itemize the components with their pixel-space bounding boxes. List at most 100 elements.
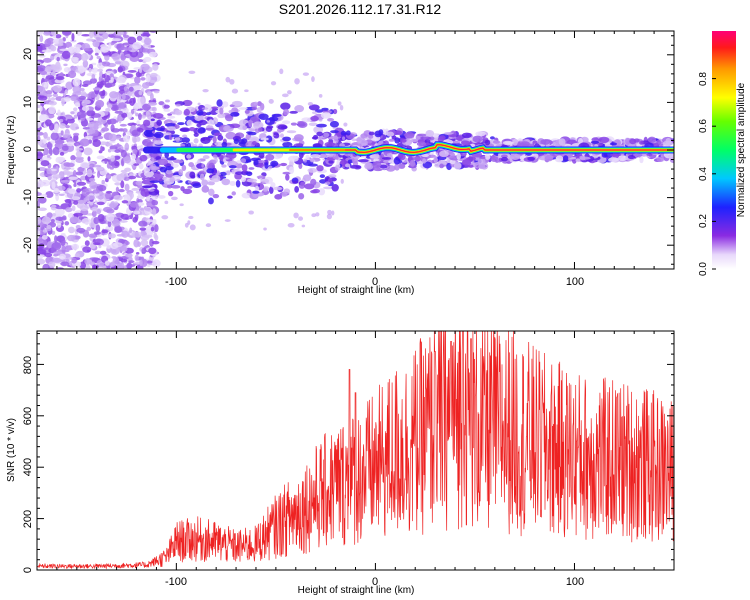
spectrogram-cell bbox=[248, 119, 253, 128]
figure-title: S201.2026.112.17.31.R12 bbox=[279, 1, 442, 17]
spectrogram-cell bbox=[42, 57, 52, 63]
spectrogram-cell bbox=[120, 53, 125, 60]
spectrogram-cell bbox=[365, 162, 372, 169]
spectrogram-cell bbox=[290, 122, 298, 126]
spectrogram-cell bbox=[109, 91, 119, 99]
spectrogram-cell bbox=[94, 52, 99, 56]
spectrogram-cell bbox=[197, 102, 201, 106]
spectrogram-cell bbox=[43, 132, 48, 139]
spectrogram-cell bbox=[81, 83, 89, 87]
spectrogram-cell bbox=[60, 130, 64, 136]
colorbar-label: Normalized spectral amplitude bbox=[736, 82, 747, 217]
spectrogram-cell bbox=[105, 190, 113, 194]
spectrogram-xtick-label: 0 bbox=[372, 276, 378, 288]
spectrogram-cell bbox=[149, 80, 156, 84]
spectrogram-cell bbox=[111, 53, 121, 60]
spectrogram-cell bbox=[120, 213, 130, 220]
spectrogram-cell bbox=[226, 170, 231, 176]
spectrogram-panel: -100 0 100 Height of straight line (km) … bbox=[6, 30, 675, 296]
spectrogram-cell bbox=[123, 176, 130, 181]
spectrogram-cell bbox=[197, 127, 206, 134]
spectrogram-cell bbox=[668, 153, 674, 160]
spectrogram-cell bbox=[307, 102, 314, 106]
spectrogram-cell bbox=[41, 216, 51, 225]
spectrogram-cell bbox=[43, 78, 49, 83]
spectrogram-cell bbox=[76, 111, 87, 118]
spectrogram-cell bbox=[224, 157, 230, 160]
spectrogram-cell bbox=[163, 104, 170, 109]
spectrogram-cell bbox=[233, 138, 240, 145]
spectrogram-cell bbox=[271, 151, 283, 160]
spectrogram-cell bbox=[287, 222, 295, 228]
spectrogram-cell bbox=[501, 154, 508, 158]
spectrogram-cell bbox=[83, 147, 93, 156]
spectrogram-cell bbox=[89, 257, 99, 261]
spectrogram-cell bbox=[37, 43, 43, 52]
spectrogram-cell bbox=[121, 92, 126, 101]
spectrogram-cell bbox=[105, 213, 115, 222]
spectrogram-cell bbox=[56, 166, 60, 173]
spectrogram-cell bbox=[73, 107, 78, 112]
spectrogram-cell bbox=[182, 99, 193, 107]
spectrogram-cell bbox=[205, 112, 212, 116]
spectrogram-cell bbox=[608, 157, 619, 163]
spectrogram-cell bbox=[73, 132, 80, 137]
spectrogram-cell bbox=[73, 200, 79, 205]
spectrogram-cell bbox=[386, 131, 395, 137]
spectrogram-cell bbox=[307, 168, 318, 173]
spectrogram-cell bbox=[138, 90, 143, 96]
spectrogram-cell bbox=[438, 135, 446, 141]
spectrogram-cell bbox=[472, 135, 483, 143]
spectrogram-cell bbox=[229, 181, 237, 187]
spectrogram-cell bbox=[394, 137, 401, 144]
spectrogram-cell bbox=[410, 138, 418, 143]
spectrogram-cell bbox=[140, 239, 149, 247]
spectrogram-cell bbox=[293, 134, 304, 142]
spectrogram-cell bbox=[56, 56, 60, 62]
spectrogram-cell bbox=[124, 142, 130, 152]
spectrogram-cell bbox=[89, 163, 95, 168]
colorbar-tick-label: 0.8 bbox=[698, 72, 709, 86]
spectrogram-cell bbox=[356, 136, 363, 145]
spectrogram-cell bbox=[141, 185, 153, 189]
spectrogram-cell bbox=[148, 247, 157, 255]
spectrogram-cell bbox=[208, 119, 214, 126]
spectrogram-cell bbox=[91, 206, 98, 212]
spectrogram-cell bbox=[127, 70, 137, 73]
snr-plot-area bbox=[37, 331, 674, 570]
spectrogram-cell bbox=[67, 188, 76, 194]
spectrogram-cell bbox=[39, 105, 43, 112]
spectrogram-cell bbox=[102, 61, 111, 67]
spectrogram-cell bbox=[200, 136, 211, 144]
spectrogram-cell bbox=[71, 243, 80, 250]
spectrogram-cell bbox=[104, 260, 111, 266]
spectrogram-cell bbox=[55, 156, 64, 164]
spectrogram-cell bbox=[104, 192, 112, 200]
spectrogram-cell bbox=[44, 66, 53, 73]
spectrogram-cell bbox=[151, 106, 157, 112]
spectrogram-cell bbox=[137, 202, 145, 206]
spectrogram-cell bbox=[122, 47, 133, 51]
spectrogram-cell bbox=[310, 154, 321, 158]
spectrogram-cell bbox=[271, 113, 282, 117]
spectrogram-cell bbox=[186, 119, 193, 126]
spectrogram-cell bbox=[266, 125, 274, 129]
spectrogram-cell bbox=[501, 156, 508, 162]
spectrogram-cell bbox=[117, 262, 123, 269]
spectrogram-cell bbox=[68, 201, 72, 208]
spectrogram-cell bbox=[48, 100, 57, 106]
spectrogram-cell bbox=[154, 234, 159, 241]
spectrogram-cell bbox=[215, 173, 222, 176]
spectrogram-cell bbox=[110, 155, 116, 162]
spectrogram-cell bbox=[331, 210, 335, 216]
spectrogram-cell bbox=[129, 227, 133, 234]
snr-ytick-label: 200 bbox=[22, 510, 34, 528]
spectrogram-cell bbox=[114, 182, 122, 186]
spectrogram-cell bbox=[141, 82, 150, 89]
spectrogram-cell bbox=[102, 32, 109, 40]
spectrogram-cell bbox=[231, 100, 243, 106]
spectrogram-cell bbox=[37, 196, 47, 204]
spectrogram-cell bbox=[293, 143, 304, 148]
snr-ytick-label: 600 bbox=[22, 407, 34, 425]
spectrogram-cell bbox=[283, 108, 290, 116]
